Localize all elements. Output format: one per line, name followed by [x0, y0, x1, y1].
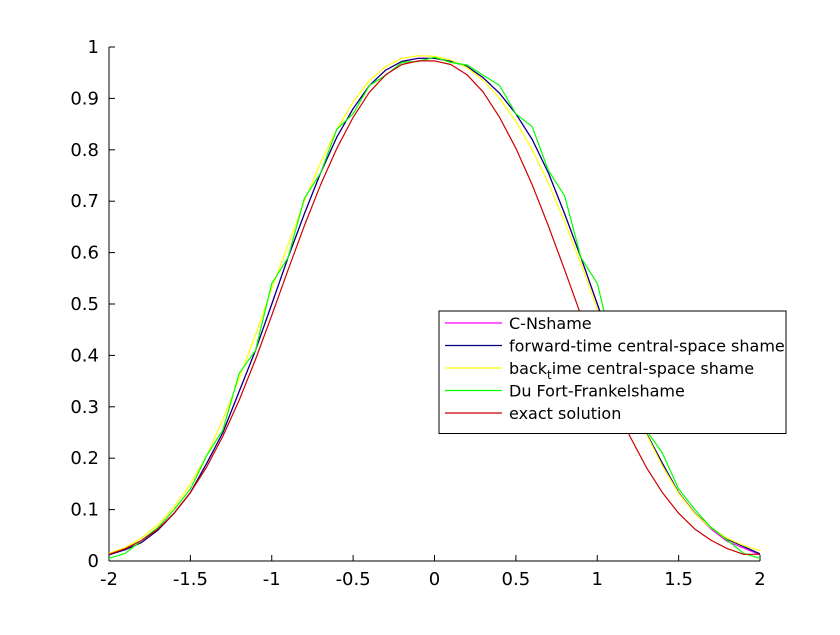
y-tick-label: 0.6	[70, 243, 99, 264]
y-axis-ticks: 0 0.1 0.2 0.3 0.4 0.5 0.6 0.7 0.8 0.9 1	[70, 37, 115, 572]
y-tick-label: 0.9	[70, 88, 99, 109]
x-tick-label: -1	[263, 569, 281, 590]
x-tick-label: 1.5	[664, 569, 693, 590]
x-tick-label: 1	[592, 569, 603, 590]
y-tick-label: 0.2	[70, 448, 99, 469]
x-tick-label: -2	[100, 569, 118, 590]
y-tick-label: 0	[88, 551, 99, 572]
legend-label: exact solution	[509, 404, 621, 423]
x-tick-label: 0	[429, 569, 440, 590]
series-line-4	[108, 56, 761, 559]
series-line-3	[108, 55, 761, 554]
plot-lines	[108, 55, 761, 559]
legend: C-Nshame forward-time central-space shame…	[438, 310, 787, 434]
series-line-5	[108, 60, 760, 555]
legend-label: backtime central-space shame	[509, 359, 754, 382]
x-tick-label: -0.5	[336, 569, 371, 590]
x-axis-ticks: -2 -1.5 -1 -0.5 0 0.5 1 1.5 2	[100, 555, 766, 590]
series-line-2	[108, 57, 761, 556]
legend-items: C-Nshame forward-time central-space shame…	[445, 314, 785, 423]
y-tick-label: 1	[88, 37, 99, 58]
y-tick-label: 0.4	[70, 345, 99, 366]
x-tick-label: 2	[754, 569, 765, 590]
y-tick-label: 0.5	[70, 294, 99, 315]
legend-label: C-Nshame	[509, 314, 592, 333]
axes: -2 -1.5 -1 -0.5 0 0.5 1 1.5 2 0 0.1 0.2 0.3 0.4 0.5 0.…	[70, 37, 765, 590]
x-tick-label: -1.5	[173, 569, 208, 590]
legend-label: Du Fort-Frankelshame	[509, 382, 685, 401]
y-tick-label: 0.3	[70, 397, 99, 418]
y-tick-label: 0.1	[70, 500, 99, 521]
x-tick-label: 0.5	[502, 569, 531, 590]
legend-label: forward-time central-space shame	[509, 337, 785, 356]
y-tick-label: 0.7	[70, 191, 99, 212]
y-tick-label: 0.8	[70, 140, 99, 161]
